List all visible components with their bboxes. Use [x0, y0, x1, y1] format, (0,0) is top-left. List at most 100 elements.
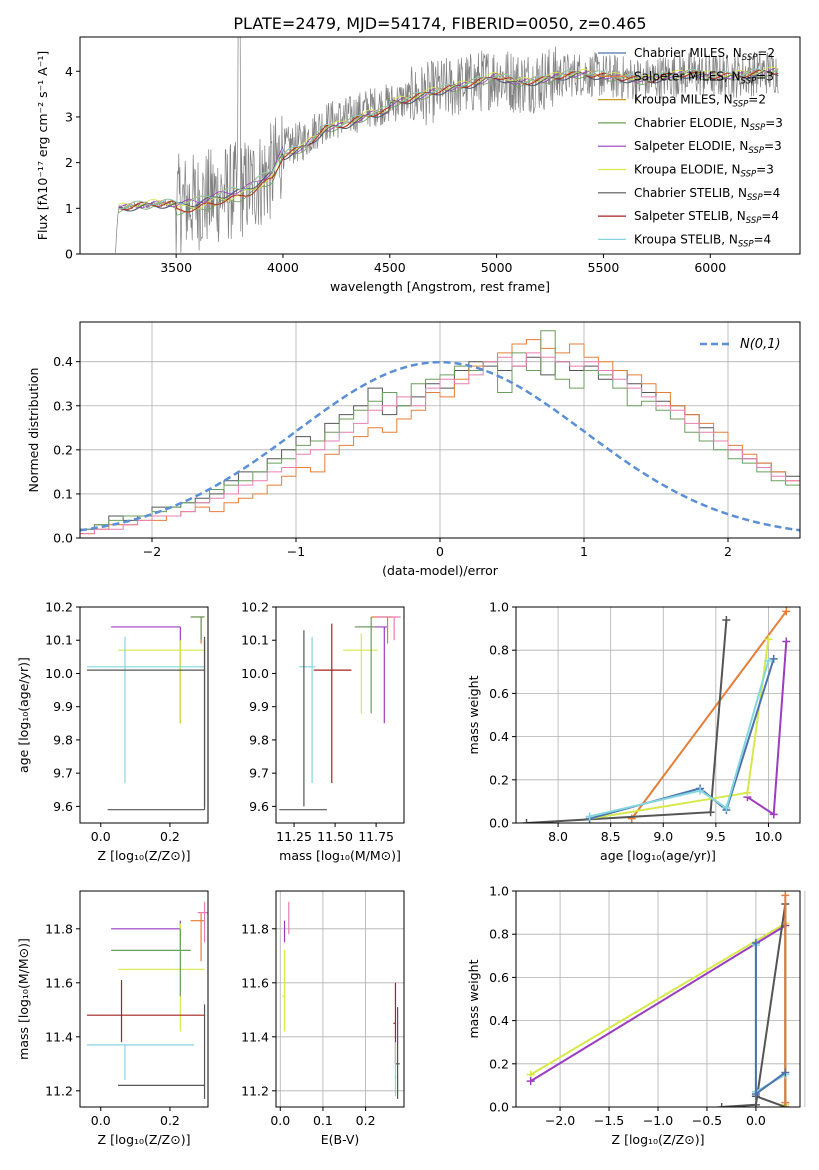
- x-axis-label: Z [log₁₀(Z/Z⊙)]: [98, 848, 191, 863]
- model-spectrum-line: [118, 70, 779, 212]
- weight-vs-metallicity-panel: −2.0 −1.5 −1.0 −0.5 0.0 0.0 0.2 0.4 0.6 0.8 1.0 Z […: [466, 884, 806, 1147]
- y-tick-label: 1: [65, 201, 73, 216]
- y-tick-label: 0.2: [489, 772, 509, 787]
- legend-subscript: SSP: [741, 170, 757, 180]
- y-tick-label: 0.4: [489, 729, 509, 744]
- x-tick-label: −1.0: [643, 1113, 673, 1128]
- axes-frame: [79, 36, 801, 255]
- residuals-legend: N(0,1): [700, 337, 781, 352]
- y-tick-label: 4: [65, 64, 73, 79]
- y-tick-label: 11.6: [241, 975, 269, 990]
- x-tick-label: 8.5: [601, 829, 621, 844]
- weight-line: [630, 610, 788, 820]
- axes-frame: [275, 606, 405, 824]
- y-tick-label: 1.0: [489, 600, 509, 615]
- weight-line: [589, 639, 770, 820]
- x-tick-label: −2: [143, 544, 161, 559]
- x-tick-label: 0.2: [356, 1113, 376, 1128]
- mass-vs-metallicity-panel: 0.0 0.2 11.2 11.4 11.6 11.8 Z [log₁₀(Z/Z⊙)] mas…: [16, 890, 209, 1147]
- legend-label: Salpeter ELODIE, NSSP=3: [634, 139, 782, 156]
- y-tick-label: 0: [65, 247, 73, 262]
- observed-spectrum: [114, 37, 779, 254]
- legend-subscript: SSP: [742, 53, 758, 63]
- weight-marker: [764, 657, 773, 665]
- x-tick-label: 0: [436, 544, 444, 559]
- legend-count: =2: [748, 93, 766, 107]
- y-tick-label: 9.8: [249, 732, 269, 747]
- y-tick-label: 0.2: [53, 442, 73, 457]
- x-tick-label: 10.0: [755, 829, 783, 844]
- x-tick-label: 11.50: [317, 829, 353, 844]
- y-tick-label: 0.4: [53, 354, 73, 369]
- legend-count: =3: [765, 116, 783, 130]
- weight-marker: [751, 1090, 760, 1099]
- y-tick-label: 10.0: [241, 666, 269, 681]
- legend-count: =3: [756, 69, 774, 83]
- weight-marker: [751, 938, 760, 947]
- weight-marker: [722, 615, 731, 624]
- y-tick-label: 10.2: [241, 600, 269, 615]
- legend-gauss-label: N(0,1): [740, 337, 781, 352]
- y-tick-label: 9.7: [53, 766, 73, 781]
- y-tick-label: 10.1: [241, 633, 269, 648]
- x-tick-label: 6000: [694, 260, 726, 275]
- weight-marker: [782, 637, 791, 646]
- x-tick-label: 0.0: [746, 1113, 766, 1128]
- y-axis-label: mass weight: [466, 959, 481, 1038]
- residuals-panel: −2 −1 0 1 2 0.0 0.1 0.2 0.3 0.4 (data-model)/error…: [26, 321, 801, 578]
- weight-marker: [743, 788, 752, 797]
- y-tick-label: 0.2: [489, 1056, 509, 1071]
- x-tick-label: 0.2: [160, 1113, 180, 1128]
- legend-subscript: SSP: [746, 216, 762, 226]
- weight-vs-age-panel: 8.0 8.5 9.0 9.5 10.0 0.0 0.2 0.4 0.6 0.8 1.0 age [l…: [466, 600, 801, 863]
- x-tick-label: 0.0: [91, 829, 111, 844]
- legend-label: Chabrier MILES, NSSP=2: [634, 46, 775, 63]
- legend-label: Kroupa STELIB, NSSP=4: [634, 232, 771, 249]
- y-axis-label: Normed distribution: [26, 368, 41, 493]
- weight-marker: [769, 810, 778, 819]
- x-axis-label: (data-model)/error: [382, 563, 499, 578]
- x-axis-label: E(B-V): [321, 1132, 360, 1147]
- spectrum-panel: 3500 4000 4500 5000 5500 6000 0 1 2 3 4 wavelength …: [35, 36, 801, 294]
- legend-label: Salpeter STELIB, NSSP=4: [634, 209, 779, 226]
- weight-marker: [781, 1098, 790, 1107]
- axes-frame: [79, 606, 209, 824]
- y-tick-label: 9.7: [249, 766, 269, 781]
- legend-count: =3: [764, 139, 782, 153]
- weight-marker: [781, 1068, 790, 1077]
- weight-marker: [722, 803, 731, 812]
- weight-marker: [526, 1077, 535, 1086]
- y-axis-label: Flux [fλ10⁻¹⁷ erg cm⁻² s⁻¹ A⁻¹]: [35, 51, 50, 240]
- y-tick-label: 0.0: [489, 816, 509, 831]
- x-tick-label: 0.0: [91, 1113, 111, 1128]
- model-spectrum-line: [118, 66, 779, 210]
- y-tick-label: 9.8: [53, 732, 73, 747]
- x-tick-label: 9.0: [653, 829, 673, 844]
- x-tick-label: 5500: [588, 260, 620, 275]
- x-tick-label: 11.25: [276, 829, 312, 844]
- y-tick-label: 11.8: [45, 921, 73, 936]
- y-axis-label: age [log₁₀(age/yr)]: [16, 657, 31, 773]
- mass-vs-ebv-panel: 0.0 0.1 0.2 11.2 11.4 11.6 11.8 E(B-V): [241, 890, 405, 1147]
- weight-line: [589, 660, 770, 818]
- weight-marker: [782, 607, 791, 616]
- x-tick-label: −1.5: [594, 1113, 624, 1128]
- x-tick-label: 8.0: [548, 829, 568, 844]
- weight-marker: [769, 654, 778, 663]
- age-vs-metallicity-panel: 0.0 0.2 9.6 9.7 9.8 9.9 10.0 10.1 10.2 Z [log₁₀(Z…: [16, 600, 209, 863]
- y-tick-label: 0.6: [489, 970, 509, 985]
- legend-label: Kroupa MILES, NSSP=2: [634, 93, 766, 110]
- y-tick-label: 0.3: [53, 398, 73, 413]
- axes-frame: [275, 890, 405, 1108]
- y-tick-label: 0.6: [489, 686, 509, 701]
- y-tick-label: 11.4: [241, 1029, 269, 1044]
- legend-label: Kroupa ELODIE, NSSP=3: [634, 163, 774, 180]
- gaussian-curve: [80, 360, 800, 532]
- weight-marker: [706, 808, 715, 817]
- legend-subscript: SSP: [750, 123, 766, 133]
- x-tick-label: 11.75: [358, 829, 394, 844]
- model-spectrum-line: [118, 70, 779, 212]
- x-tick-label: 4500: [374, 260, 406, 275]
- legend-subscript: SSP: [741, 76, 757, 86]
- x-tick-label: 0.0: [270, 1113, 290, 1128]
